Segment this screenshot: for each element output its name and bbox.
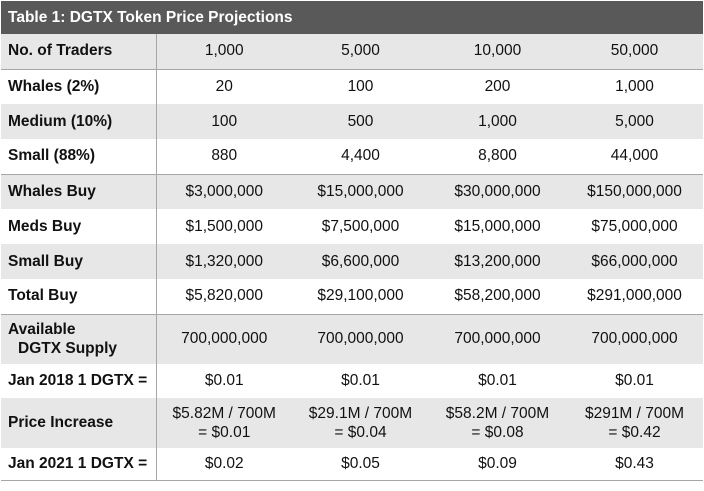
table-cell: $29.1M / 700M = $0.04 xyxy=(292,398,429,448)
row-label: Medium (10%) xyxy=(1,104,157,139)
table-row-total-buy: Total Buy $5,820,000 $29,100,000 $58,200… xyxy=(1,279,703,314)
table-row-supply: Available DGTX Supply 700,000,000 700,00… xyxy=(1,313,703,364)
table-cell: $5,820,000 xyxy=(185,287,264,305)
row-label: Meds Buy xyxy=(1,209,157,244)
table-cell: $0.02 xyxy=(156,448,292,481)
table-cell: 50,000 xyxy=(566,34,703,69)
row-label: Price Increase xyxy=(1,398,157,448)
cell-line1: $5.82M / 700M xyxy=(172,405,276,422)
table-cell: $15,000,000 xyxy=(292,173,429,209)
table-row-meds-buy: Meds Buy $1,500,000 $7,500,000 $15,000,0… xyxy=(1,209,703,244)
table-cell: $1,320,000 xyxy=(156,244,292,279)
row-label: Total Buy xyxy=(1,279,157,314)
table-cell: 5,000 xyxy=(292,34,429,69)
table-cell: 700,000,000 xyxy=(429,313,566,364)
table-row-medium: Medium (10%) 100 500 1,000 5,000 xyxy=(1,104,703,139)
table-cell: $58.2M / 700M = $0.08 xyxy=(429,398,566,448)
table-cell: $5.82M / 700M = $0.01 xyxy=(156,398,292,448)
table-row-jan-2021: Jan 2021 1 DGTX = $0.02 $0.05 $0.09 $0.4… xyxy=(1,448,703,481)
table-cell: 700,000,000 xyxy=(566,313,703,364)
projection-table: No. of Traders 1,000 5,000 10,000 50,000… xyxy=(1,34,703,481)
table-cell: 700,000,000 xyxy=(156,313,292,364)
row-label: Jan 2021 1 DGTX = xyxy=(1,448,157,481)
table-cell: $0.43 xyxy=(566,448,703,481)
table-row-traders: No. of Traders 1,000 5,000 10,000 50,000 xyxy=(1,34,703,69)
table-cell: $0.01 xyxy=(615,372,654,389)
table-cell: $0.05 xyxy=(292,448,429,481)
cell-line1: $58.2M / 700M xyxy=(445,405,550,422)
row-label: Small Buy xyxy=(1,244,157,279)
table-cell: $291,000,000 xyxy=(587,287,682,305)
table-cell: $29,100,000 xyxy=(317,287,404,305)
cell-line2: = $0.04 xyxy=(334,424,387,441)
table-cell: $6,600,000 xyxy=(292,244,429,279)
table-cell: $1,500,000 xyxy=(185,217,264,235)
table-cell: 1,000 xyxy=(156,34,292,69)
table-cell: $66,000,000 xyxy=(566,244,703,279)
table-cell: 500 xyxy=(292,104,429,139)
row-label: Whales Buy xyxy=(1,173,157,209)
cell-line1: $29.1M / 700M xyxy=(308,405,413,422)
table-cell: $7,500,000 xyxy=(321,217,400,235)
table-cell: $150,000,000 xyxy=(566,173,703,209)
table-row-small: Small (88%) 880 4,400 8,800 44,000 xyxy=(1,139,703,174)
row-label: Available DGTX Supply xyxy=(1,313,157,364)
table-cell: $0.01 xyxy=(204,372,244,389)
row-label: Whales (2%) xyxy=(1,68,157,104)
table-row-price-increase: Price Increase $5.82M / 700M = $0.01 $29… xyxy=(1,398,703,448)
table-cell: 1,000 xyxy=(566,68,703,104)
row-label-line2: DGTX Supply xyxy=(18,340,118,358)
table-row-whales-buy: Whales Buy $3,000,000 $15,000,000 $30,00… xyxy=(1,173,703,209)
table-cell: 20 xyxy=(156,68,292,104)
row-label: Jan 2018 1 DGTX = xyxy=(1,364,157,398)
table-cell: 8,800 xyxy=(478,147,517,165)
table-cell: 200 xyxy=(429,68,566,104)
table-cell: 5,000 xyxy=(566,104,703,139)
table-cell: 100 xyxy=(156,104,292,139)
table-cell: 700,000,000 xyxy=(292,313,429,364)
table-cell: $13,200,000 xyxy=(429,244,566,279)
table-cell: 44,000 xyxy=(610,147,659,165)
row-label: Small (88%) xyxy=(1,139,157,174)
table-cell: 10,000 xyxy=(429,34,566,69)
cell-line2: = $0.42 xyxy=(608,424,661,441)
table-cell: $291M / 700M = $0.42 xyxy=(566,398,703,448)
table-cell: $0.01 xyxy=(341,372,380,389)
table-cell: $30,000,000 xyxy=(429,173,566,209)
table-cell: $3,000,000 xyxy=(156,173,292,209)
table-row-whales: Whales (2%) 20 100 200 1,000 xyxy=(1,68,703,104)
table-cell: 1,000 xyxy=(429,104,566,139)
cell-line2: = $0.08 xyxy=(471,424,524,441)
table-cell: 100 xyxy=(292,68,429,104)
table-cell: $15,000,000 xyxy=(454,217,541,235)
table-cell: 880 xyxy=(211,147,238,165)
table-title: Table 1: DGTX Token Price Projections xyxy=(1,1,703,34)
cell-line2: = $0.01 xyxy=(198,424,251,441)
table-cell: $0.09 xyxy=(429,448,566,481)
table-cell: $0.01 xyxy=(478,372,517,389)
table-row-jan-2018: Jan 2018 1 DGTX = $0.01 $0.01 $0.01 $0.0… xyxy=(1,364,703,398)
row-label-line1: Available xyxy=(8,321,76,339)
table-row-small-buy: Small Buy $1,320,000 $6,600,000 $13,200,… xyxy=(1,244,703,279)
table-cell: 4,400 xyxy=(341,147,380,165)
table-cell: $75,000,000 xyxy=(591,217,678,235)
cell-line1: $291M / 700M xyxy=(584,405,685,422)
row-label: No. of Traders xyxy=(1,34,157,69)
table-cell: $58,200,000 xyxy=(454,287,541,305)
